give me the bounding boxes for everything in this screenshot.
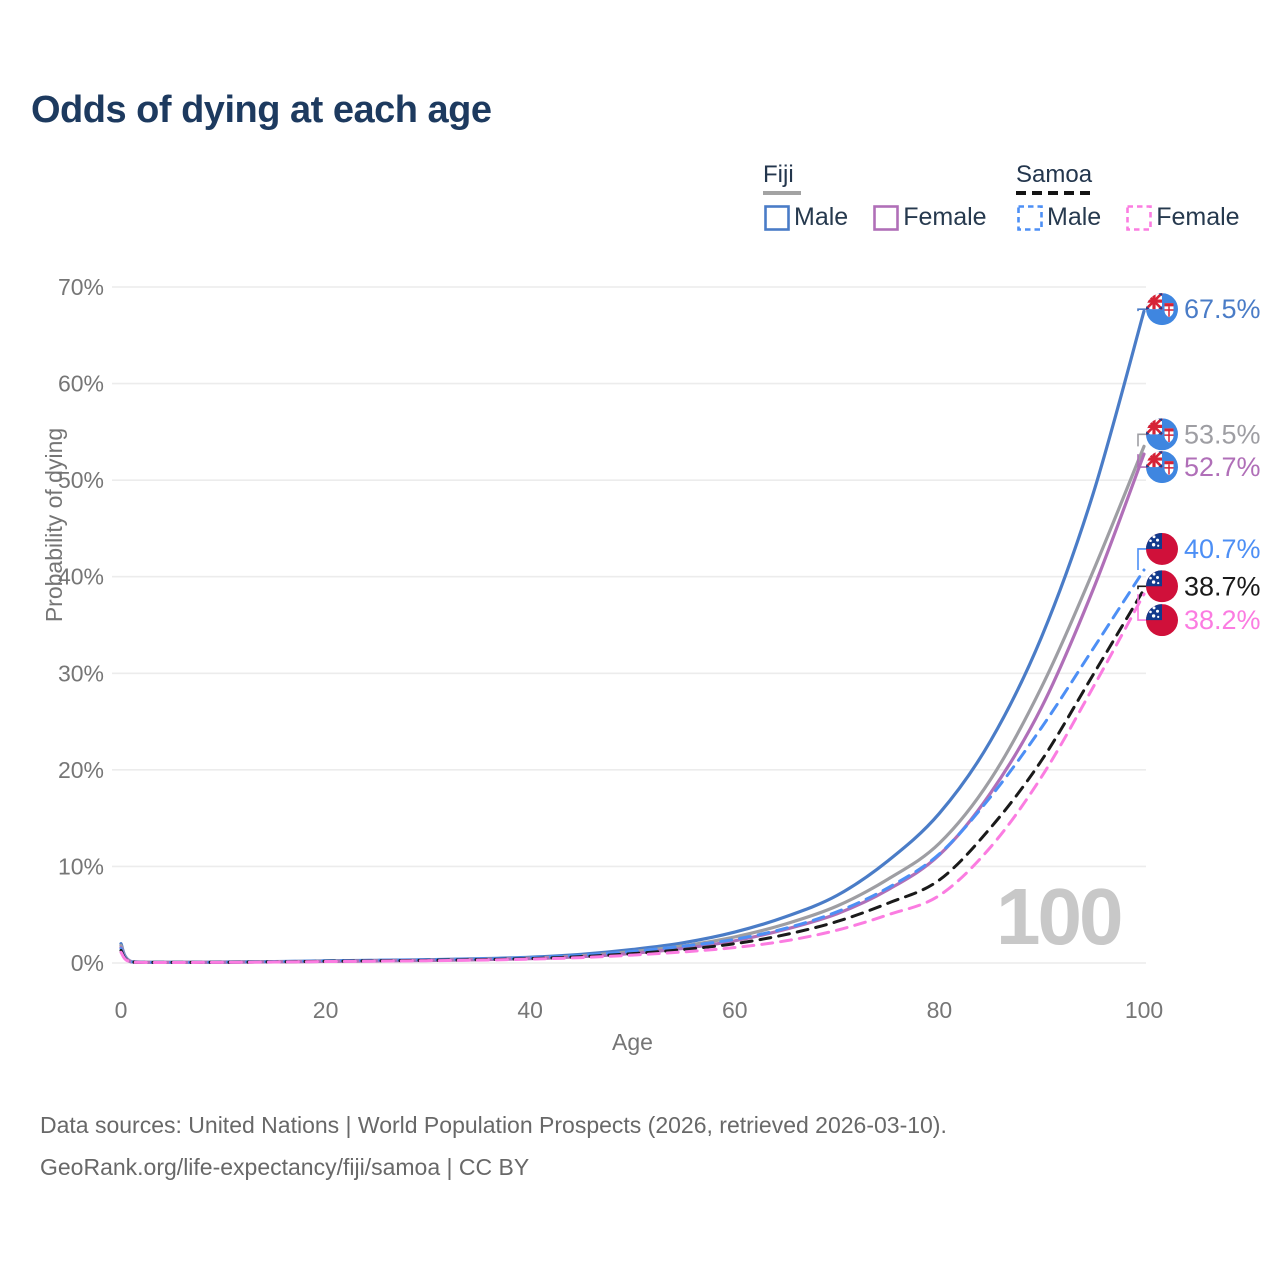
odds-of-dying-chart: 0% 10% 20% 30% 40% 50% 60% 70% 0 20 40 60 80 100 Age Pr… xyxy=(41,274,1261,1055)
series-line-samoa-female xyxy=(119,592,1146,965)
legend-item-label: Male xyxy=(794,203,849,232)
legend-group-title-fiji: Fiji xyxy=(763,161,794,188)
end-label-samoa-male: 40.7% xyxy=(1184,534,1261,564)
y-tick-label: 10% xyxy=(58,853,104,879)
footer-sources: Data sources: United Nations | World Pop… xyxy=(40,1112,947,1138)
legend-group-samoa: Samoa Male Female xyxy=(1016,161,1240,232)
series-line-fiji-both-sexes xyxy=(119,444,1146,964)
x-tick-label: 0 xyxy=(115,997,128,1023)
legend-item-samoa-female[interactable]: Female xyxy=(1125,203,1240,232)
y-tick-label: 70% xyxy=(58,274,104,300)
series-line-fiji-male xyxy=(119,309,1146,964)
end-label-fiji-both-sexes: 53.5% xyxy=(1184,419,1261,449)
legend-swatch-icon xyxy=(1126,205,1152,231)
x-tick-label: 20 xyxy=(313,997,339,1023)
hover-age-watermark: 100 xyxy=(996,872,1121,961)
fiji-flag-icon xyxy=(1146,451,1178,484)
samoa-flag-icon xyxy=(1146,570,1178,603)
y-tick-label: 40% xyxy=(58,564,104,590)
samoa-dashed-line-sample xyxy=(1016,191,1094,196)
end-label-connector xyxy=(1137,308,1149,312)
end-label-connector xyxy=(1137,454,1149,468)
samoa-flag-icon xyxy=(1146,532,1178,565)
y-axis-title: Probability of dying xyxy=(41,428,67,622)
end-label-connector xyxy=(1137,585,1149,590)
legend-item-samoa-male[interactable]: Male xyxy=(1016,203,1101,232)
samoa-flag-icon xyxy=(1146,604,1178,637)
fiji-solid-line-sample xyxy=(763,191,801,196)
end-label-connector xyxy=(1137,548,1149,570)
x-tick-label: 60 xyxy=(722,997,748,1023)
end-label-fiji-male: 67.5% xyxy=(1184,294,1261,324)
end-label-samoa-both-sexes: 38.7% xyxy=(1184,571,1261,601)
series-line-fiji-female xyxy=(119,452,1146,965)
chart-footer: Data sources: United Nations | World Pop… xyxy=(40,1105,947,1189)
page-title: Odds of dying at each age xyxy=(31,89,492,131)
series-line-samoa-both-sexes xyxy=(119,587,1146,964)
x-tick-label: 40 xyxy=(517,997,543,1023)
end-label-samoa-female: 38.2% xyxy=(1184,605,1261,635)
end-label-connector xyxy=(1137,433,1149,447)
x-tick-label: 100 xyxy=(1125,997,1163,1023)
legend-group-fiji: Fiji Male Female xyxy=(763,161,987,232)
legend-item-label: Male xyxy=(1047,203,1102,232)
fiji-flag-icon xyxy=(1146,418,1178,451)
series-line-samoa-male xyxy=(119,568,1146,964)
y-tick-label: 50% xyxy=(58,467,104,493)
end-label-fiji-female: 52.7% xyxy=(1184,452,1261,482)
legend-swatch-icon xyxy=(873,205,899,231)
x-axis-title: Age xyxy=(612,1029,653,1055)
legend-group-title-samoa: Samoa xyxy=(1016,161,1093,188)
legend-item-fiji-male[interactable]: Male xyxy=(763,203,848,232)
y-tick-label: 60% xyxy=(58,371,104,397)
fiji-flag-icon xyxy=(1146,293,1178,326)
legend-item-label: Female xyxy=(1156,203,1240,232)
x-tick-label: 80 xyxy=(927,997,953,1023)
legend-swatch-icon xyxy=(764,205,790,231)
legend-item-label: Female xyxy=(903,203,987,232)
legend-swatch-icon xyxy=(1017,205,1043,231)
legend-item-fiji-female[interactable]: Female xyxy=(872,203,987,232)
y-tick-label: 0% xyxy=(71,950,104,976)
y-tick-label: 20% xyxy=(58,757,104,783)
footer-attribution: GeoRank.org/life-expectancy/fiji/samoa |… xyxy=(40,1153,530,1180)
end-label-connector xyxy=(1137,594,1149,621)
y-tick-label: 30% xyxy=(58,660,104,686)
